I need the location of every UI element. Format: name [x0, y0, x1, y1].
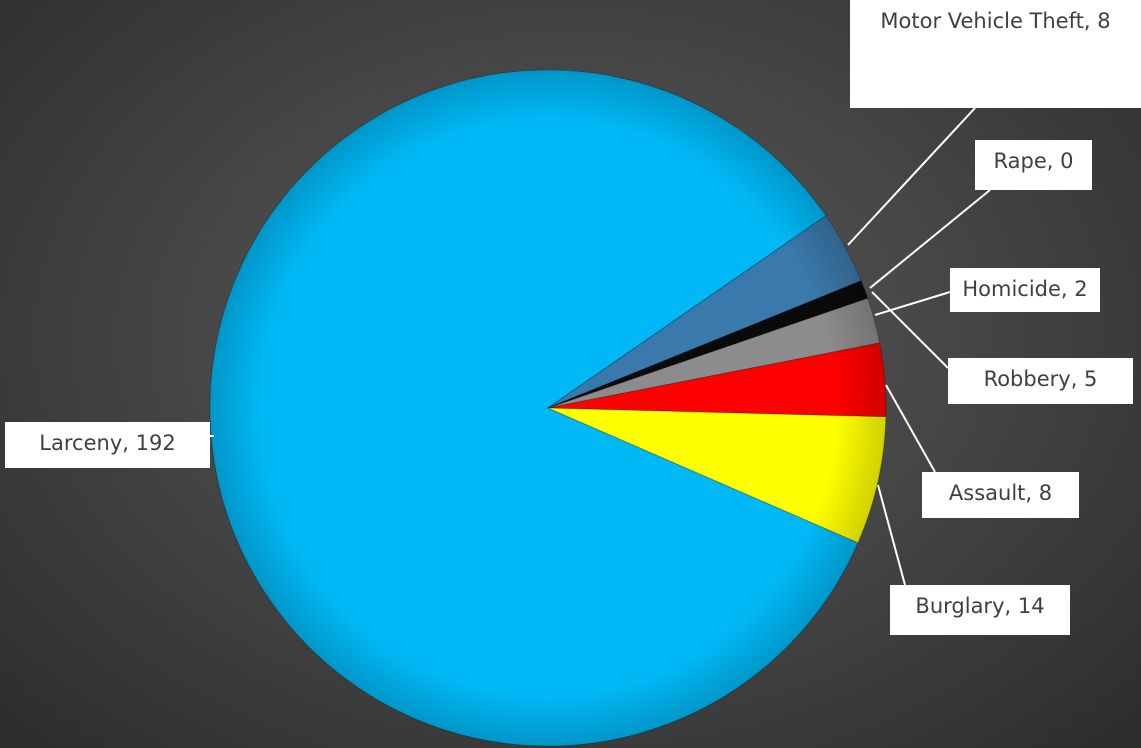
data-label: Assault, 8: [922, 472, 1079, 518]
leader-line: [869, 189, 991, 289]
leader-line: [847, 107, 976, 246]
data-label: Rape, 0: [975, 140, 1092, 190]
leader-line: [874, 291, 951, 316]
leader-lines: [210, 107, 991, 586]
leader-line: [877, 484, 906, 586]
pie: [209, 69, 887, 747]
data-label: Homicide, 2: [950, 268, 1100, 312]
leader-line: [885, 384, 936, 473]
data-label: Robbery, 5: [948, 358, 1133, 404]
leader-line: [871, 291, 949, 369]
data-label: Larceny, 192: [5, 422, 210, 468]
data-label: Burglary, 14: [890, 585, 1070, 635]
data-label: Motor Vehicle Theft, 8: [850, 0, 1141, 108]
